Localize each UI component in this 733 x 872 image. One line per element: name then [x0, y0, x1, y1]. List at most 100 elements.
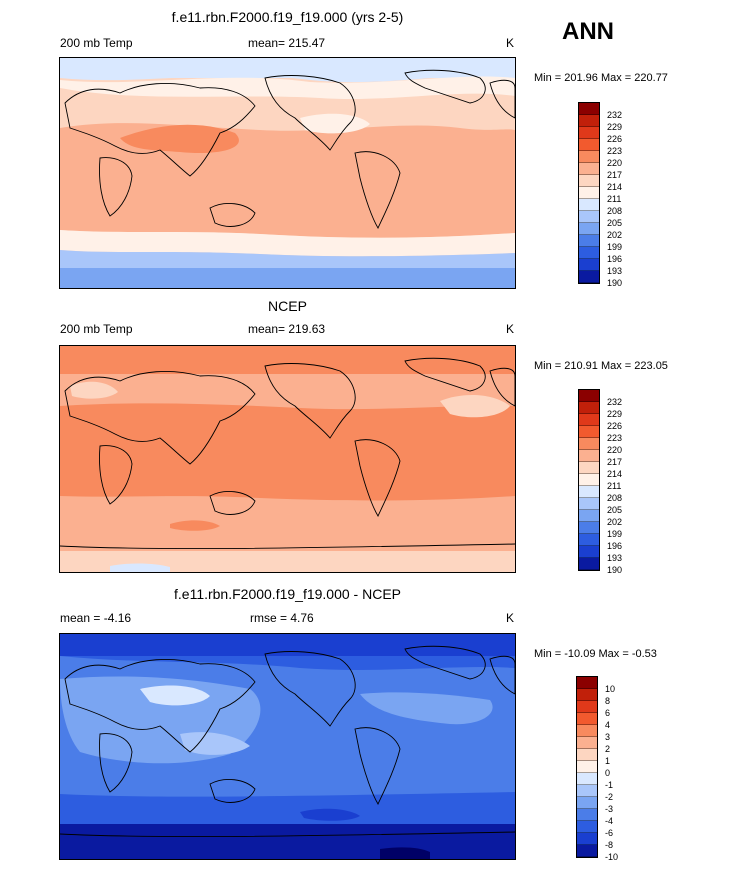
panel1-south-pole-cold [60, 268, 515, 288]
panel2-south-cool-spot [110, 563, 170, 572]
panel1-colorbar-label: 232 [607, 110, 623, 120]
panel2-tropical-warm-band [60, 403, 515, 501]
panel1-colorbar-box [579, 247, 599, 259]
panel1-colorbar-box [579, 259, 599, 271]
panel2-colorbar-box [579, 522, 599, 534]
panel2-colorbar-label: 232 [607, 397, 623, 407]
panel2-units-label: K [506, 322, 515, 336]
panel1-colorbar: 232 229 226 223 220 217 214 211 208 205 … [578, 102, 622, 288]
panel2-colorbar-box [579, 438, 599, 450]
panel1-colorbar-box [579, 127, 599, 139]
panel1-colorbar-box [579, 103, 599, 115]
panel2-colorbar-box [579, 390, 599, 402]
panel2-colorbar-box [579, 462, 599, 474]
panel2-map-svg [60, 346, 515, 572]
panel2-colorbar-box [579, 426, 599, 438]
panel2-colorbar-label: 223 [607, 433, 623, 443]
panel1-colorbar-box [579, 115, 599, 127]
panel2-map [59, 345, 516, 573]
panel1-colorbar-box [579, 199, 599, 211]
panel1-map-svg [60, 58, 515, 288]
panel1-south-light-band [60, 230, 515, 257]
panel3-colorbar-label: -10 [605, 852, 619, 862]
panel2-colorbar-box [579, 546, 599, 558]
panel2-south-light-band [60, 551, 515, 572]
panel1-colorbar-label: 229 [607, 122, 623, 132]
panel2-colorbar-box [579, 414, 599, 426]
panel2-colorbar-label: 199 [607, 529, 623, 539]
panel1-colorbar-box [579, 211, 599, 223]
panel3-colorbar-label: 6 [605, 708, 611, 718]
panel3-maritime-light-spot [180, 732, 250, 755]
panel1-tropical-band [60, 123, 515, 238]
panel3-colorbar-label: -8 [605, 840, 614, 850]
panel2-colorbar-label: 211 [607, 481, 622, 491]
panel3-southern-dark-spot [300, 808, 360, 821]
panel2-atlantic-light-spot [440, 394, 510, 418]
panel1-colorbar-label: 226 [607, 134, 623, 144]
panel2-colorbar-box [579, 474, 599, 486]
panel3-colorbar-label: -1 [605, 780, 614, 790]
panel1-north-cool-edge [60, 58, 515, 83]
panel1-units-label: K [506, 36, 515, 50]
panel1-colorbar-label: 205 [607, 218, 623, 228]
panel3-title: f.e11.rbn.F2000.f19_f19.000 - NCEP [174, 586, 401, 602]
panel1-colorbar-box [579, 175, 599, 187]
panel3-colorbar-label: -3 [605, 804, 614, 814]
panel1-colorbar-box [579, 235, 599, 247]
panel3-colorbar-box [577, 737, 597, 749]
panel3-minmax-label: Min = -10.09 Max = -0.53 [534, 648, 657, 660]
panel1-colorbar-box [579, 139, 599, 151]
panel1-asia-warm-core [120, 124, 239, 154]
panel3-units-label: K [506, 611, 515, 625]
panel1-colorbar-label: 202 [607, 230, 623, 240]
panel3-rmse-label: rmse = 4.76 [250, 611, 314, 625]
panel2-southern-warm-spot [170, 520, 220, 531]
panel3-colorbar-box [577, 749, 597, 761]
panel1-colorbar-box [579, 223, 599, 235]
panel1-mean-label: mean= 215.47 [248, 36, 326, 50]
panel1-colorbar-label: 199 [607, 242, 623, 252]
panel2-minmax-label: Min = 210.91 Max = 223.05 [534, 360, 668, 372]
panel3-colorbar-label: 10 [605, 684, 616, 694]
panel3-south-dark-band [60, 824, 515, 859]
panel3-colorbar-box [577, 797, 597, 809]
panel3-coastlines [60, 645, 515, 838]
panel2-colorbar-label: 220 [607, 445, 623, 455]
panel3-colorbar-box [577, 689, 597, 701]
panel1-south-cool-band [60, 250, 515, 268]
panel3-colorbar-box [577, 833, 597, 845]
panel1-title: f.e11.rbn.F2000.f19_f19.000 (yrs 2-5) [171, 9, 404, 25]
panel2-europe-light-spot [70, 381, 118, 399]
panel2-colorbar-box [579, 558, 599, 570]
panel3-colorbar-label: 4 [605, 720, 611, 730]
panel2-variable-label: 200 mb Temp [60, 322, 133, 336]
panel3-colorbar-label: -4 [605, 816, 614, 826]
panel2-colorbar-label: 229 [607, 409, 623, 419]
panel2-title: NCEP [268, 298, 307, 314]
panel2-colorbar-box [579, 510, 599, 522]
panel3-map-svg [60, 634, 515, 859]
panel2-colorbar-box [579, 498, 599, 510]
panel3-colorbar-label: -6 [605, 828, 614, 838]
panel3-colorbar-box [577, 713, 597, 725]
panel3-colorbar-label: 1 [605, 756, 611, 766]
panel3-south-mid-band [60, 792, 515, 824]
panel2-colorbar-label: 193 [607, 553, 623, 563]
panel2-colorbar-box [579, 402, 599, 414]
panel3-himalaya-lightest-spot [140, 685, 210, 706]
panel1-colorbar-box [579, 187, 599, 199]
panel3-colorbar: 10 8 6 4 3 2 1 0 -1 -2 -3 -4 -6 -8 -10 [576, 676, 618, 862]
panel3-north-dark-band [60, 634, 515, 656]
panel2-colorbar-label: 214 [607, 469, 623, 479]
panel1-pacific-light-spot [300, 113, 370, 134]
panel3-colorbar-label: 0 [605, 768, 611, 778]
panel3-colorbar-box [577, 809, 597, 821]
panel2-colorbar-label: 217 [607, 457, 623, 467]
panel1-map [59, 57, 516, 289]
season-label: ANN [562, 18, 614, 45]
panel3-colorbar-box [577, 845, 597, 857]
panel1-colorbar-label: 190 [607, 278, 623, 288]
panel1-colorbar-label: 217 [607, 170, 623, 180]
panel2-colorbar-label: 190 [607, 565, 623, 575]
